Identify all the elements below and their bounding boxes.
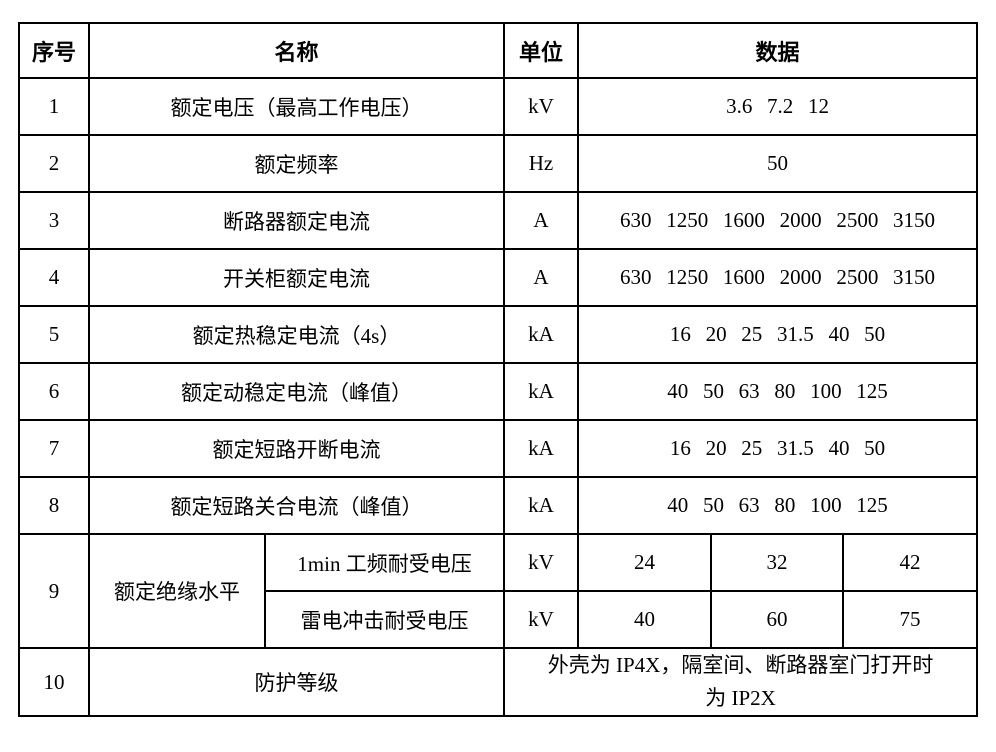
cell-no: 1 bbox=[18, 77, 90, 136]
table-row-1: 1 额定电压（最高工作电压） kV 3.6 7.2 12 bbox=[18, 77, 979, 136]
cell-data: 630 1250 1600 2000 2500 3150 bbox=[577, 191, 979, 250]
cell-data: 16 20 25 31.5 40 50 bbox=[577, 419, 979, 478]
cell-no: 10 bbox=[18, 647, 90, 717]
cell-name: 额定绝缘水平 bbox=[88, 533, 266, 649]
table-row-9a: 9 额定绝缘水平 1min 工频耐受电压 kV 24 32 42 bbox=[18, 533, 979, 649]
cell-data: 50 bbox=[577, 134, 979, 193]
cell-sub-name: 雷电冲击耐受电压 bbox=[263, 590, 506, 649]
cell-value: 60 bbox=[710, 590, 845, 649]
cell-value: 42 bbox=[842, 533, 979, 592]
table-row-6: 6 额定动稳定电流（峰值） kA 40 50 63 80 100 125 bbox=[18, 362, 979, 421]
cell-no: 9 bbox=[18, 533, 90, 649]
cell-name: 额定热稳定电流（4s） bbox=[87, 305, 506, 364]
cell-no: 3 bbox=[18, 191, 90, 250]
cell-data: 630 1250 1600 2000 2500 3150 bbox=[577, 248, 979, 307]
table-row-3: 3 断路器额定电流 A 630 1250 1600 2000 2500 3150 bbox=[18, 191, 979, 250]
cell-value: 32 bbox=[710, 533, 845, 592]
cell-data: 3.6 7.2 12 bbox=[577, 77, 979, 136]
cell-no: 8 bbox=[18, 476, 90, 535]
table-row-2: 2 额定频率 Hz 50 bbox=[18, 134, 979, 193]
header-row: 序号 名称 单位 数据 bbox=[18, 22, 979, 79]
cell-data: 40 50 63 80 100 125 bbox=[577, 362, 979, 421]
cell-no: 6 bbox=[18, 362, 90, 421]
cell-unit: kV bbox=[503, 590, 580, 649]
cell-name: 防护等级 bbox=[87, 647, 506, 717]
cell-name: 额定短路开断电流 bbox=[87, 419, 506, 478]
header-cell-unit: 单位 bbox=[503, 22, 580, 79]
cell-no: 4 bbox=[18, 248, 90, 307]
cell-no: 5 bbox=[18, 305, 90, 364]
cell-unit: kV bbox=[503, 533, 580, 592]
header-cell-data: 数据 bbox=[577, 22, 979, 79]
cell-unit: kV bbox=[503, 77, 580, 136]
cell-unit: A bbox=[503, 248, 580, 307]
cell-unit: kA bbox=[503, 305, 580, 364]
cell-unit: Hz bbox=[503, 134, 580, 193]
cell-data: 16 20 25 31.5 40 50 bbox=[577, 305, 979, 364]
table-row-5: 5 额定热稳定电流（4s） kA 16 20 25 31.5 40 50 bbox=[18, 305, 979, 364]
cell-name: 断路器额定电流 bbox=[87, 191, 506, 250]
cell-unit: kA bbox=[503, 419, 580, 478]
cell-unit: kA bbox=[503, 476, 580, 535]
cell-name: 额定短路关合电流（峰值） bbox=[87, 476, 506, 535]
cell-name: 额定电压（最高工作电压） bbox=[87, 77, 506, 136]
cell-unit: kA bbox=[503, 362, 580, 421]
cell-value: 40 bbox=[577, 590, 713, 649]
cell-no: 2 bbox=[18, 134, 90, 193]
cell-name: 额定动稳定电流（峰值） bbox=[87, 362, 506, 421]
cell-data: 40 50 63 80 100 125 bbox=[577, 476, 979, 535]
cell-name: 开关柜额定电流 bbox=[87, 248, 506, 307]
table-row-9b: 雷电冲击耐受电压 kV 40 60 75 bbox=[19, 590, 979, 649]
table-row-8: 8 额定短路关合电流（峰值） kA 40 50 63 80 100 125 bbox=[18, 476, 979, 535]
cell-unit: A bbox=[503, 191, 580, 250]
table-row-4: 4 开关柜额定电流 A 630 1250 1600 2000 2500 3150 bbox=[18, 248, 979, 307]
cell-sub-name: 1min 工频耐受电压 bbox=[263, 533, 506, 592]
cell-data: 外壳为 IP4X，隔室间、断路器室门打开时 为 IP2X bbox=[503, 647, 979, 717]
header-cell-name: 名称 bbox=[87, 22, 506, 79]
cell-value: 24 bbox=[577, 533, 713, 592]
table-row-7: 7 额定短路开断电流 kA 16 20 25 31.5 40 50 bbox=[18, 419, 979, 478]
cell-value: 75 bbox=[842, 590, 979, 649]
cell-no: 7 bbox=[18, 419, 90, 478]
header-cell-no: 序号 bbox=[18, 22, 90, 79]
spec-table: 序号 名称 单位 数据 1 额定电压（最高工作电压） kV 3.6 7.2 12… bbox=[18, 22, 979, 717]
table-row-10: 10 防护等级 外壳为 IP4X，隔室间、断路器室门打开时 为 IP2X bbox=[18, 647, 979, 717]
cell-name: 额定频率 bbox=[87, 134, 506, 193]
